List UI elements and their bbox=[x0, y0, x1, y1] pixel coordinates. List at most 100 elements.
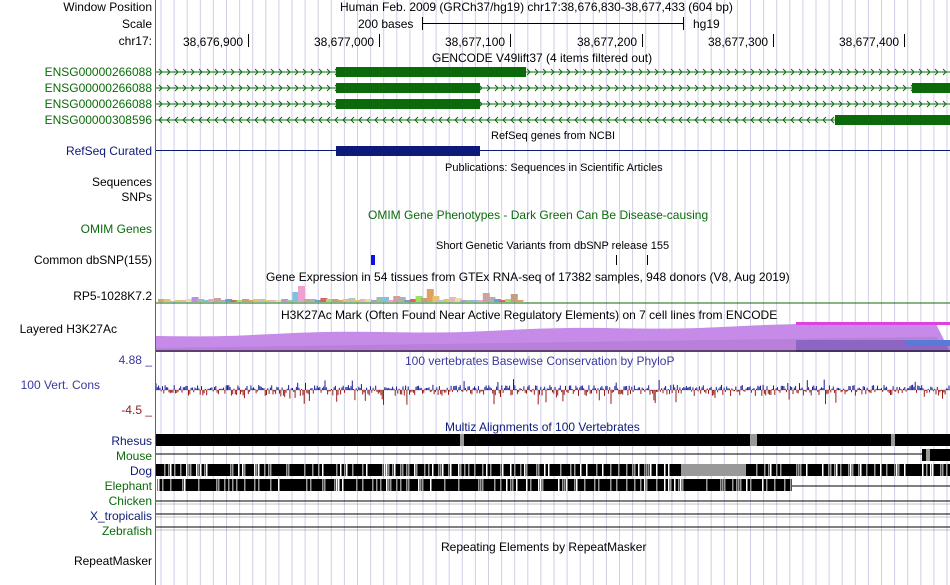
gtex-tissue-bar bbox=[365, 299, 373, 302]
gtex-tissue-bar bbox=[264, 300, 272, 302]
multiz-alignment-blocks[interactable] bbox=[156, 433, 950, 538]
gtex-tissue-bar bbox=[191, 297, 199, 302]
maf-dog-block bbox=[156, 464, 950, 476]
gtex-tissue-bar bbox=[376, 297, 384, 302]
gtex-tissue-bar bbox=[275, 300, 283, 302]
gencode-exon-4[interactable] bbox=[835, 115, 950, 125]
h3k27ac-layer-magenta bbox=[796, 322, 950, 325]
gtex-tissue-bar bbox=[247, 300, 255, 302]
gtex-tissue-bar bbox=[236, 300, 244, 302]
gtex-tissue-bar bbox=[298, 286, 305, 302]
publications-track-title: Publications: Sequences in Scientific Ar… bbox=[445, 162, 663, 174]
omim-track-title: OMIM Gene Phenotypes - Dark Green Can Be… bbox=[368, 208, 709, 222]
gencode-item-label-3[interactable]: ENSG00000266088 bbox=[44, 97, 152, 111]
gtex-tissue-bar bbox=[426, 289, 434, 302]
gtex-tissue-bar bbox=[494, 299, 501, 302]
gtex-tissue-bar bbox=[303, 299, 311, 302]
position-title: Human Feb. 2009 (GRCh37/hg19) chr17:38,6… bbox=[340, 0, 733, 14]
publications-snps-label[interactable]: SNPs bbox=[121, 190, 152, 204]
scale-bar-left-tick bbox=[422, 17, 423, 30]
chrom-label: chr17: bbox=[118, 34, 152, 48]
multiz-species-dog[interactable]: Dog bbox=[129, 464, 152, 478]
gtex-tissue-bar bbox=[466, 300, 473, 302]
gencode-exon-2a[interactable] bbox=[336, 83, 480, 93]
h3k27ac-layer-blue bbox=[906, 340, 950, 346]
multiz-species-xtropicalis[interactable]: X_tropicalis bbox=[89, 509, 152, 523]
gtex-tissue-bar bbox=[158, 299, 165, 302]
gencode-item-label-2[interactable]: ENSG00000266088 bbox=[44, 81, 152, 95]
publications-sequences-label[interactable]: Sequences bbox=[91, 175, 152, 189]
multiz-species-zebrafish[interactable]: Zebrafish bbox=[101, 524, 152, 538]
assembly-label: hg19 bbox=[693, 17, 720, 31]
gtex-tissue-bar bbox=[382, 297, 389, 302]
gtex-tissue-bar bbox=[258, 299, 266, 302]
gtex-tissue-bar bbox=[421, 298, 429, 302]
multiz-species-elephant[interactable]: Elephant bbox=[104, 479, 152, 493]
gtex-tissue-bar bbox=[219, 300, 227, 302]
repeatmasker-track-title: Repeating Elements by RepeatMasker bbox=[441, 540, 647, 554]
scale-bar-right-tick bbox=[683, 17, 684, 30]
phylop-signal[interactable] bbox=[156, 372, 950, 412]
window-position-label: Window Position bbox=[63, 0, 152, 14]
multiz-species-chicken[interactable]: Chicken bbox=[108, 494, 152, 508]
gtex-tissue-bar bbox=[253, 299, 261, 302]
gtex-label[interactable]: RP5-1028K7.2 bbox=[73, 289, 152, 303]
track-image-area[interactable]: Human Feb. 2009 (GRCh37/hg19) chr17:38,6… bbox=[156, 0, 950, 585]
dbsnp-variant-2[interactable] bbox=[616, 255, 617, 265]
gtex-tissue-bar bbox=[404, 300, 412, 302]
gtex-tissue-bar bbox=[387, 300, 395, 302]
phylop-max-label: 4.88 _ bbox=[118, 353, 152, 367]
refseq-label[interactable]: RefSeq Curated bbox=[65, 144, 152, 158]
gtex-tissue-bar bbox=[505, 299, 513, 302]
phylop-min-label: -4.5 _ bbox=[121, 403, 152, 417]
maf-rhesus-block bbox=[156, 434, 950, 446]
gencode-exon-2b[interactable] bbox=[912, 83, 950, 93]
gtex-tissue-bar bbox=[326, 299, 333, 302]
multiz-species-mouse[interactable]: Mouse bbox=[115, 449, 152, 463]
gencode-transcript-2[interactable] bbox=[156, 83, 950, 93]
refseq-intron-line[interactable] bbox=[156, 150, 950, 151]
gtex-tissue-bar bbox=[471, 300, 479, 302]
gtex-tissue-bar bbox=[348, 298, 356, 302]
gtex-tissue-bar bbox=[337, 300, 345, 302]
gtex-tissue-bar bbox=[432, 296, 440, 302]
gencode-exon-1[interactable] bbox=[336, 67, 526, 77]
h3k27ac-label[interactable]: Layered H3K27Ac bbox=[19, 322, 117, 336]
gtex-tissue-bar bbox=[186, 299, 193, 302]
dbsnp-label[interactable]: Common dbSNP(155) bbox=[33, 253, 152, 267]
ruler-tick-6 bbox=[904, 34, 905, 47]
gtex-tissue-bar bbox=[443, 299, 451, 302]
gencode-transcript-4[interactable] bbox=[156, 115, 950, 125]
dbsnp-variant-1[interactable] bbox=[371, 255, 375, 265]
gtex-tissue-bar bbox=[449, 297, 457, 302]
gtex-tissue-bar bbox=[354, 300, 361, 302]
label-divider bbox=[155, 0, 156, 585]
gtex-tissue-bar bbox=[169, 301, 177, 302]
gtex-tissue-bar bbox=[488, 297, 496, 302]
gtex-tissue-bar bbox=[202, 300, 210, 302]
gencode-item-label-4[interactable]: ENSG00000308596 bbox=[44, 113, 152, 127]
multiz-species-rhesus[interactable]: Rhesus bbox=[111, 434, 152, 448]
gencode-exon-3[interactable] bbox=[336, 99, 480, 109]
gtex-tissue-bar bbox=[516, 300, 524, 302]
h3k27ac-layer-shade bbox=[156, 336, 950, 352]
dbsnp-track-title: Short Genetic Variants from dbSNP releas… bbox=[436, 240, 670, 252]
gencode-item-label-1[interactable]: ENSG00000266088 bbox=[44, 65, 152, 79]
gtex-tissue-bar bbox=[393, 296, 401, 302]
refseq-track-title: RefSeq genes from NCBI bbox=[491, 130, 616, 142]
gtex-tissue-bar bbox=[438, 300, 445, 302]
repeatmasker-label[interactable]: RepeatMasker bbox=[73, 554, 152, 568]
ruler-position-2: 38,677,000 bbox=[314, 35, 375, 49]
gtex-expression-bars[interactable] bbox=[156, 284, 950, 304]
h3k27ac-signal[interactable] bbox=[156, 320, 950, 352]
phylop-label[interactable]: 100 Vert. Cons bbox=[20, 378, 100, 392]
track-labels-pane: Window Position Scale chr17: ENSG0000026… bbox=[0, 0, 155, 585]
dbsnp-variant-3[interactable] bbox=[647, 255, 648, 265]
ruler-position-4: 38,677,200 bbox=[577, 35, 638, 49]
gtex-tissue-bar bbox=[281, 299, 289, 302]
omim-label[interactable]: OMIM Genes bbox=[80, 222, 152, 236]
refseq-exon[interactable] bbox=[336, 146, 480, 156]
gencode-transcript-1[interactable] bbox=[156, 67, 950, 77]
gtex-tissue-bar bbox=[477, 300, 485, 302]
gencode-transcript-3[interactable] bbox=[156, 99, 950, 109]
